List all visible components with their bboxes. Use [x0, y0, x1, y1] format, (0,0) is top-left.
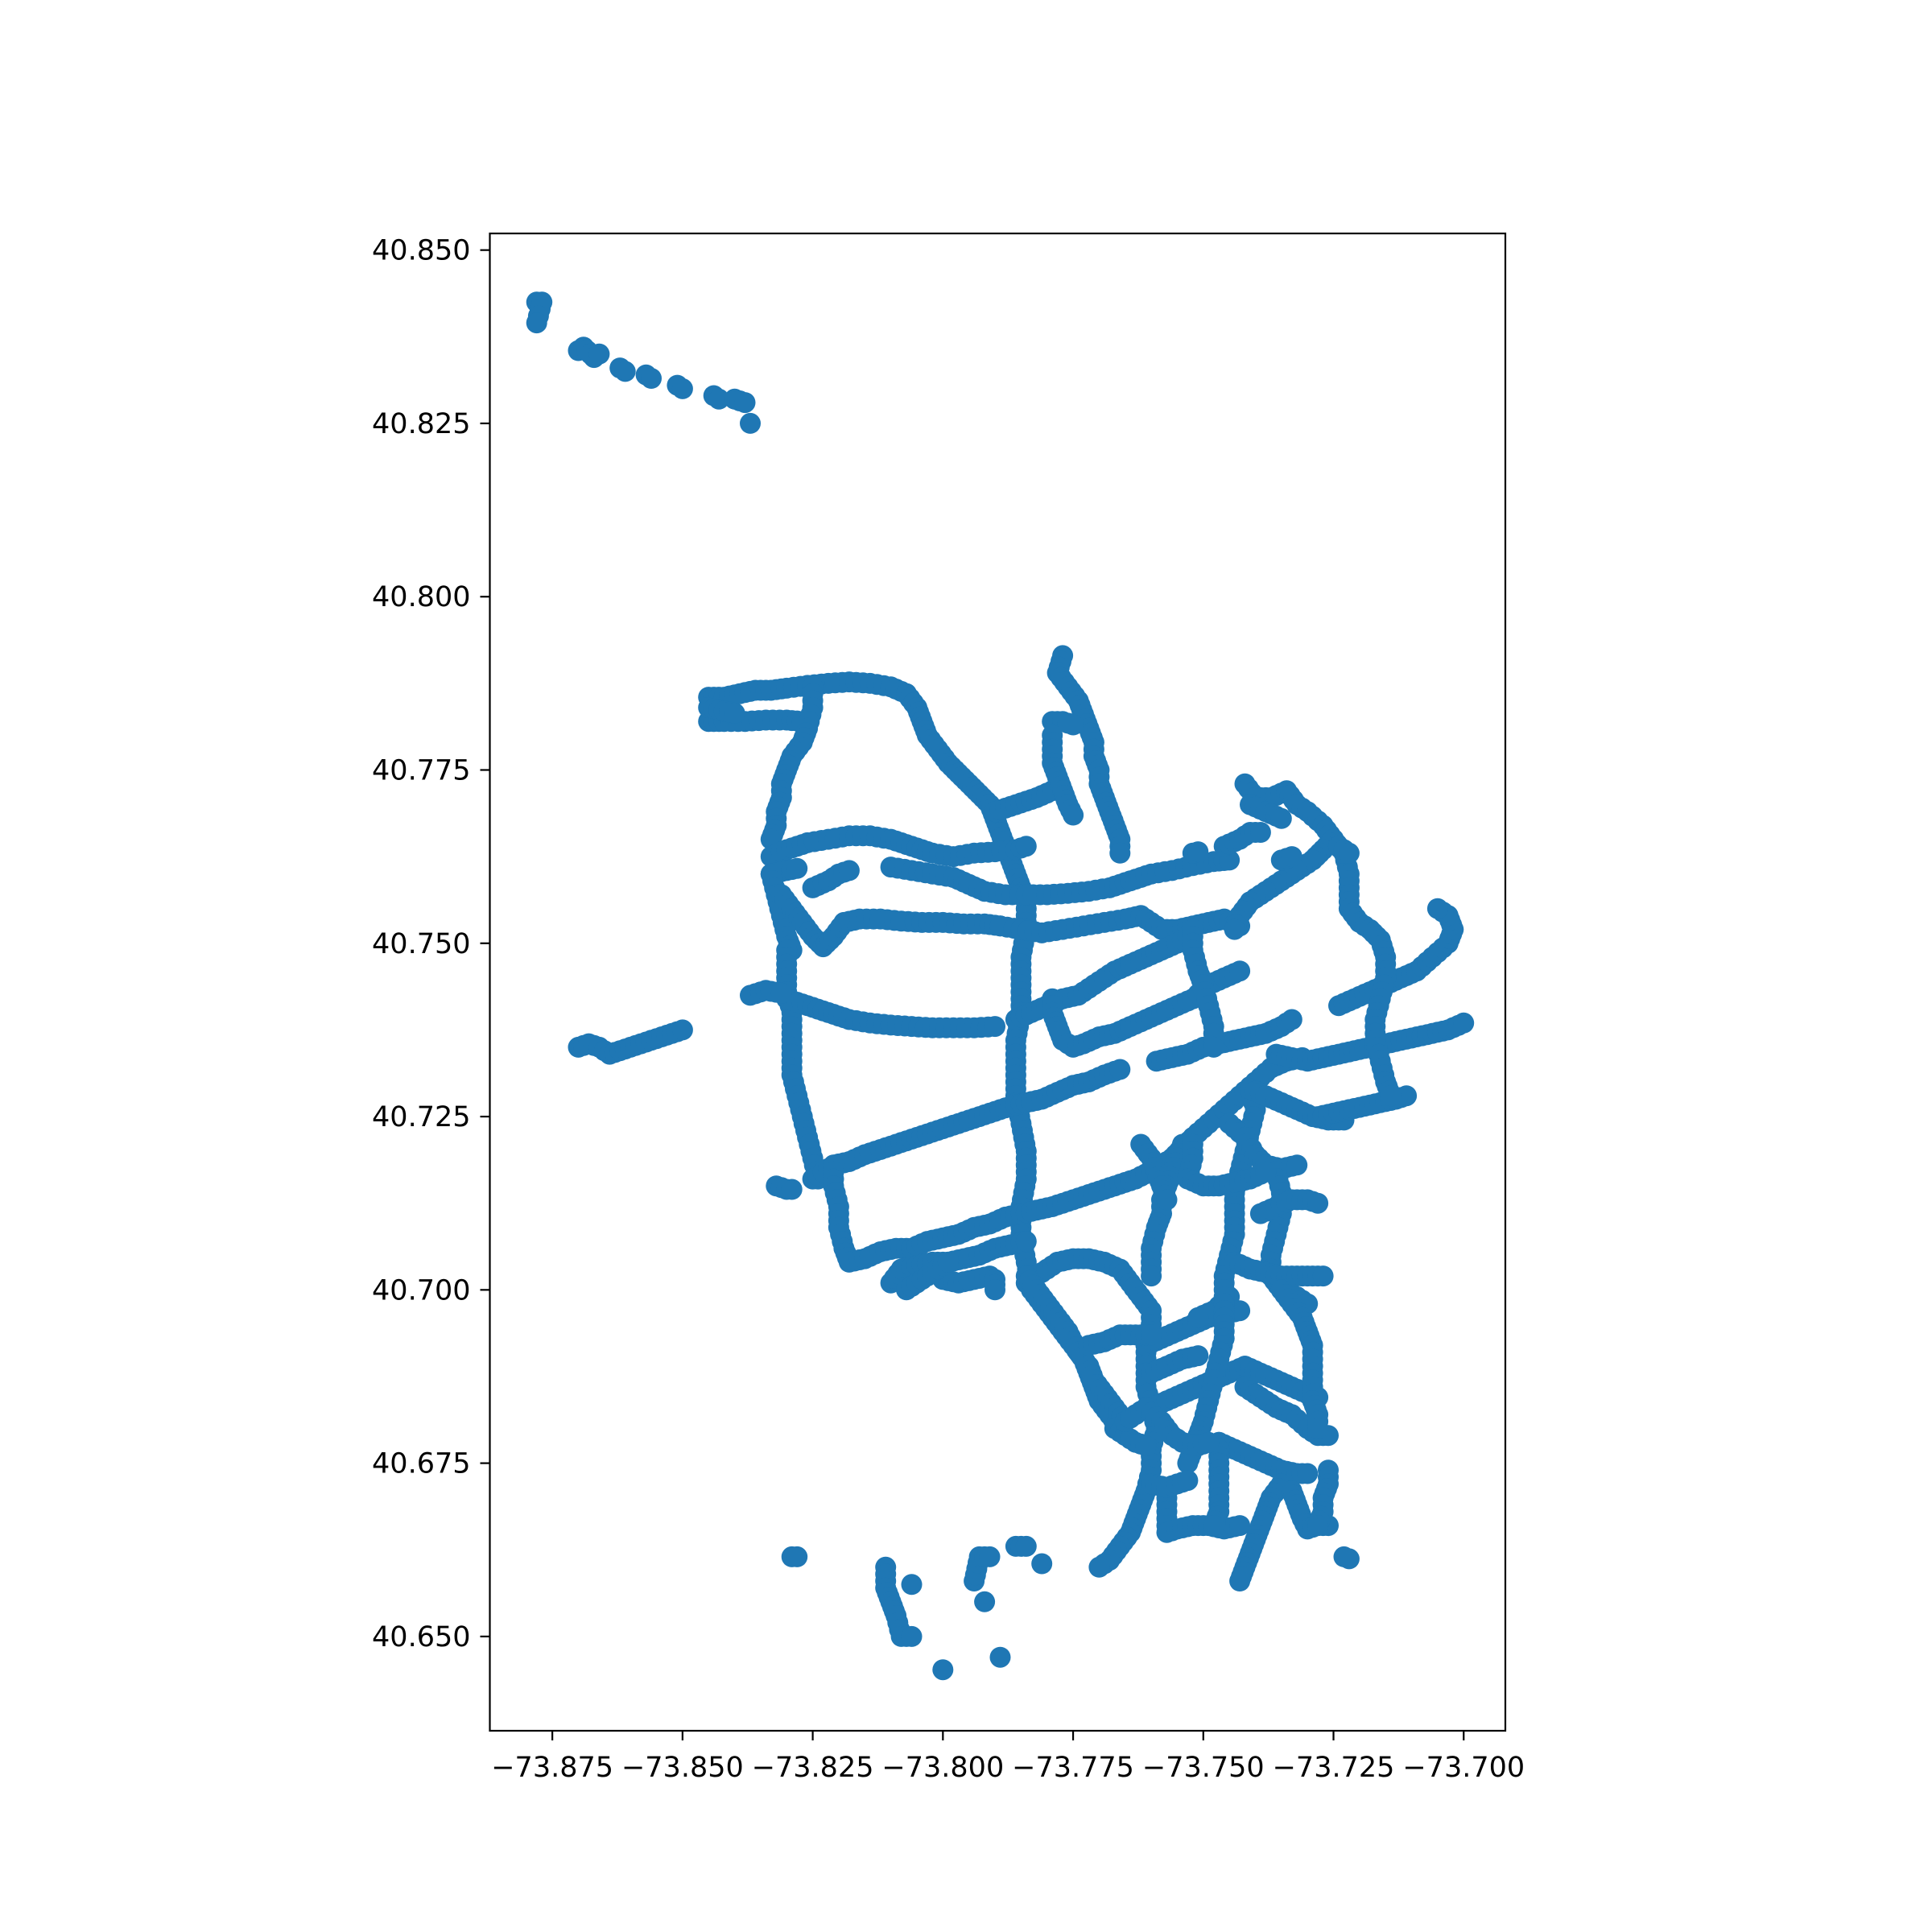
scatter-point [1286, 1154, 1308, 1176]
scatter-point [734, 392, 756, 414]
scatter-point [1198, 1431, 1220, 1453]
scatter-point [614, 361, 636, 382]
x-tick-label: −73.875 [491, 1752, 613, 1784]
scatter-point [671, 378, 693, 399]
x-tick-label: −73.700 [1402, 1752, 1525, 1784]
scatter-point [901, 1625, 923, 1647]
x-tick-label: −73.775 [1012, 1752, 1134, 1784]
y-tick-label: 40.850 [372, 235, 470, 267]
scatter-point [974, 1591, 996, 1612]
scatter-point [1109, 1059, 1131, 1080]
scatter-point [1109, 842, 1131, 864]
scatter-point [1203, 1036, 1224, 1058]
scatter-point [1063, 714, 1084, 736]
x-axis: −73.875 −73.850 −73.825 −73.800 −73.775 −73.7… [491, 1731, 1525, 1784]
scatter-point [1229, 1571, 1251, 1591]
y-tick-label: 40.675 [372, 1448, 470, 1480]
y-tick-label: 40.650 [372, 1621, 470, 1653]
scatter-point [1396, 1085, 1418, 1107]
scatter-point [641, 368, 662, 389]
scatter-point [989, 1646, 1011, 1668]
scatter-point [1141, 1265, 1162, 1287]
scatter-point [1224, 919, 1245, 940]
scatter-point [1015, 836, 1037, 857]
scatter-point [985, 1279, 1005, 1301]
scatter-point [1229, 1515, 1251, 1537]
scatter-point [740, 412, 761, 434]
y-tick-label: 40.800 [372, 581, 470, 613]
scatter-point [588, 343, 610, 365]
plot-frame [489, 232, 1507, 1732]
scatter-point [1187, 841, 1209, 863]
scatter-point [526, 312, 547, 334]
scatter-point [1141, 1324, 1162, 1346]
scatter-point [1255, 1161, 1277, 1183]
scatter-point [1312, 1265, 1334, 1287]
scatter-point [979, 1546, 1001, 1567]
x-tick-label: −73.850 [621, 1752, 744, 1784]
scatter-point [1270, 807, 1292, 829]
scatter-point [786, 857, 808, 879]
y-tick-label: 40.725 [372, 1101, 470, 1133]
scatter-point [786, 1546, 808, 1567]
scatter-point [937, 1251, 959, 1273]
y-tick-label: 40.700 [372, 1274, 470, 1307]
scatter-point [1203, 1515, 1224, 1537]
x-tick-label: −73.750 [1142, 1752, 1265, 1784]
scatter-point [932, 1659, 954, 1681]
y-tick-label: 40.825 [372, 408, 470, 440]
scatter-point [724, 702, 745, 724]
x-tick-label: −73.825 [752, 1752, 874, 1784]
scatter-point [1187, 1307, 1209, 1328]
scatter-point [1307, 1192, 1329, 1214]
scatter-point [708, 388, 730, 410]
y-tick-label: 40.775 [372, 755, 470, 787]
scatter-point [781, 1179, 803, 1200]
scatter-point [1297, 1463, 1319, 1484]
scatter-point [1156, 1189, 1178, 1211]
scatter-point [1338, 1548, 1360, 1570]
scatter-point [1281, 846, 1302, 868]
scatter-point [1453, 1012, 1475, 1034]
scatter-point [1338, 842, 1360, 864]
scatter-point [1307, 1418, 1329, 1439]
y-tick-label: 40.750 [372, 928, 470, 960]
x-tick-label: −73.725 [1273, 1752, 1395, 1784]
scatter-point [838, 860, 860, 881]
scatter-point [1135, 1435, 1157, 1457]
scatter-point [1229, 960, 1251, 982]
scatter-point [985, 1016, 1005, 1038]
scatter-point [1177, 1470, 1199, 1492]
scatter-point [1015, 1535, 1037, 1557]
scatter-markers [526, 291, 1475, 1681]
scatter-point [1187, 1345, 1209, 1367]
y-axis: 40.650 40.675 40.700 40.725 40.750 40.775 40.8… [372, 235, 490, 1653]
scatter-point [1015, 1231, 1037, 1253]
scatter-point [1426, 898, 1448, 919]
scatter-point [1063, 804, 1084, 826]
scatter-point [1031, 1553, 1053, 1575]
scatter-point [1380, 1085, 1402, 1107]
scatter-point [770, 982, 792, 1004]
scatter-point [1249, 822, 1271, 843]
scatter-point [1281, 1009, 1302, 1030]
scatter-point [1177, 1452, 1199, 1474]
scatter-point [901, 1574, 923, 1596]
scatter-point [1088, 1556, 1110, 1578]
x-tick-label: −73.800 [881, 1752, 1004, 1784]
scatter-point [671, 1019, 693, 1041]
scatter-point [1307, 1515, 1329, 1537]
